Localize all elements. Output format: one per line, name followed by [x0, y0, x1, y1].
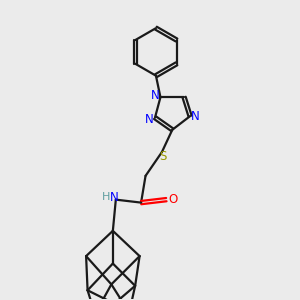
Text: N: N [145, 112, 154, 126]
Text: N: N [191, 110, 200, 123]
Text: N: N [151, 89, 160, 102]
Text: S: S [159, 150, 167, 163]
Text: O: O [168, 193, 178, 206]
Text: N: N [110, 191, 119, 204]
Text: H: H [102, 192, 110, 202]
